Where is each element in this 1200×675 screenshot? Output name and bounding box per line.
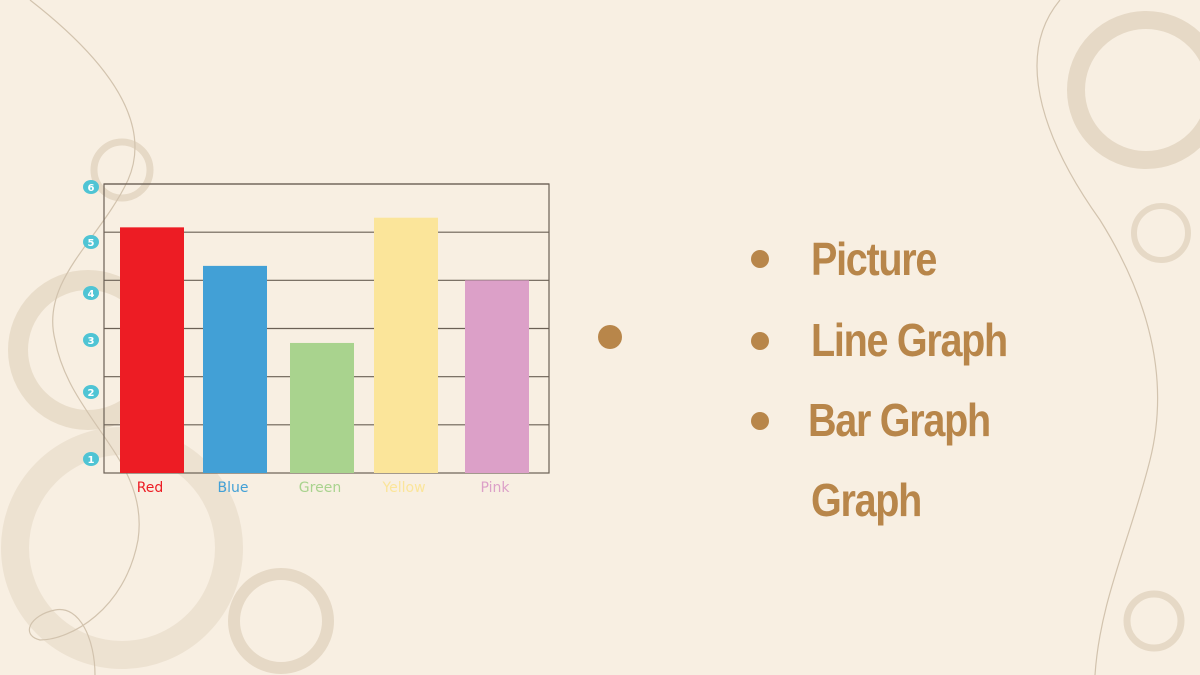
bullet-dot-icon xyxy=(751,250,769,268)
y-tick-label: 1 xyxy=(88,455,95,466)
deco-curve xyxy=(1036,0,1159,675)
deco-ring xyxy=(1123,590,1185,652)
y-tick-label: 4 xyxy=(88,289,95,300)
bar-pink xyxy=(465,280,529,473)
deco-ring xyxy=(90,138,154,202)
y-tick-badge xyxy=(83,385,99,399)
y-tick-label: 6 xyxy=(88,183,95,194)
x-tick-label: Red xyxy=(137,480,164,496)
y-tick-badge xyxy=(83,180,99,194)
y-tick-label: 5 xyxy=(88,238,95,249)
y-tick-badge xyxy=(83,286,99,300)
bullet-line-graph: Line Graph xyxy=(811,314,1008,366)
deco-ring xyxy=(1131,203,1191,263)
deco-ring xyxy=(1067,11,1200,169)
bullet-picture: Picture xyxy=(811,233,937,285)
bullet-graph: Graph xyxy=(811,474,922,526)
deco-curve xyxy=(28,0,140,675)
bullet-dot-icon xyxy=(598,325,622,349)
y-tick-label: 2 xyxy=(88,388,95,399)
bullet-dot-icon xyxy=(751,332,769,350)
bullet-dot-icon xyxy=(751,412,769,430)
x-tick-label: Blue xyxy=(218,480,249,496)
bar-green xyxy=(290,342,354,473)
y-tick-label: 3 xyxy=(88,336,95,347)
bar-blue xyxy=(203,265,267,473)
bullet-bar-graph: Bar Graph xyxy=(808,394,991,446)
y-tick-badge xyxy=(83,333,99,347)
x-tick-label: Pink xyxy=(480,480,510,496)
bar-yellow xyxy=(374,217,438,473)
deco-ring xyxy=(228,568,334,674)
y-tick-badge xyxy=(83,235,99,249)
x-tick-label: Green xyxy=(299,480,341,496)
y-tick-badge xyxy=(83,452,99,466)
bar-red xyxy=(120,227,184,473)
x-tick-label: Yellow xyxy=(381,480,425,496)
